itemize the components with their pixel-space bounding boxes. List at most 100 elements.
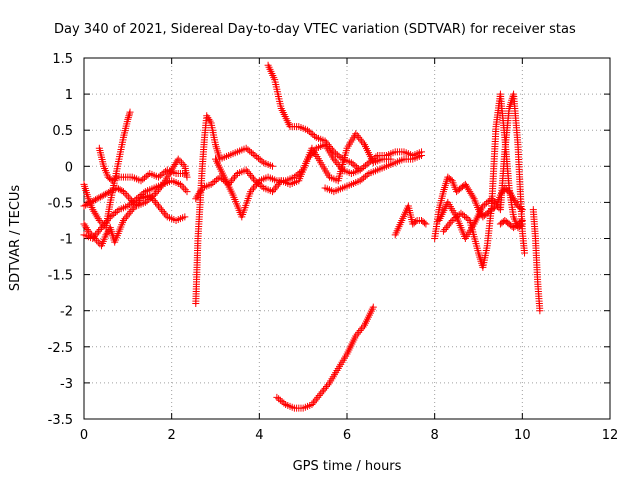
data-point [93, 229, 101, 237]
data-point [324, 141, 332, 149]
data-point [152, 189, 160, 197]
data-point [274, 180, 282, 188]
data-point [270, 186, 278, 194]
data-point [518, 216, 526, 224]
y-tick-label: -3.5 [48, 413, 73, 428]
data-point [121, 189, 129, 197]
data-point [307, 129, 315, 137]
y-axis: -3.5 -3 -2.5 -2 -1.5 -1 -0.5 0 0.5 1 1.5 [48, 52, 610, 428]
data-point [121, 215, 129, 223]
series-track-k [273, 303, 377, 412]
data-point [356, 327, 364, 335]
data-point [131, 196, 139, 204]
data-point [353, 163, 361, 171]
data-point [355, 133, 363, 141]
x-tick-label: 0 [80, 428, 88, 443]
data-point [179, 160, 187, 168]
data-point [92, 211, 100, 219]
data-point [499, 188, 507, 196]
data-point [314, 393, 322, 401]
data-point [82, 224, 90, 232]
data-point [178, 182, 186, 190]
data-point [244, 168, 252, 176]
data-point [212, 176, 220, 184]
data-point [138, 190, 146, 198]
data-point [95, 194, 103, 202]
data-point [94, 215, 102, 223]
data-point [101, 190, 109, 198]
data-point [139, 175, 147, 183]
data-point [372, 153, 380, 161]
data-point [445, 220, 453, 228]
grid [84, 58, 610, 419]
data-point [246, 147, 254, 155]
data-point [93, 195, 101, 203]
data-point [183, 173, 191, 181]
data-point [119, 216, 127, 224]
y-axis-label: SDTVAR / TECUs [8, 185, 23, 292]
data-point [484, 198, 492, 206]
data-point [347, 159, 355, 167]
data-point [124, 115, 132, 123]
data-point [180, 184, 188, 192]
data-point [244, 146, 252, 154]
series-track-o [435, 90, 529, 257]
data-point [127, 199, 135, 207]
data-point [155, 173, 163, 181]
data-point [328, 146, 336, 154]
data-point [242, 166, 250, 174]
data-point [492, 200, 500, 208]
series-track-l [391, 202, 430, 239]
data-point [330, 148, 338, 156]
data-point [92, 196, 100, 204]
data-point [195, 189, 203, 197]
data-point [464, 215, 472, 223]
data-point [297, 167, 305, 175]
series-track-p [529, 206, 544, 315]
data-point [273, 393, 281, 401]
data-point [181, 213, 189, 221]
data-point [358, 137, 366, 145]
data-point [468, 191, 476, 199]
data-point [327, 144, 335, 152]
data-point [439, 227, 447, 235]
data-point [158, 170, 166, 178]
data-point [464, 184, 472, 192]
data-point [467, 189, 475, 197]
data-point [125, 112, 133, 120]
data-point [96, 193, 104, 201]
y-tick-label: 1 [65, 88, 73, 103]
data-point [318, 388, 326, 396]
data-point [448, 216, 456, 224]
data-point [335, 152, 343, 160]
x-tick-label: 12 [602, 428, 619, 443]
data-point [178, 159, 186, 167]
data-point [160, 169, 168, 177]
data-point [276, 396, 284, 404]
data-point [466, 188, 474, 196]
data-point [489, 197, 497, 205]
data-point [204, 114, 212, 122]
data-point [320, 386, 328, 394]
data-point [311, 397, 319, 405]
data-point [331, 157, 339, 165]
data-point [418, 151, 426, 159]
data-point [134, 193, 142, 201]
data-point [317, 390, 325, 398]
data-point [309, 399, 317, 407]
data-point [181, 186, 189, 194]
x-axis: 0 2 4 6 8 10 12 [80, 58, 618, 443]
data-point [232, 171, 240, 179]
data-point [206, 117, 214, 125]
data-point [351, 162, 359, 170]
data-point [324, 381, 332, 389]
data-point [359, 323, 367, 331]
data-point [124, 211, 132, 219]
data-point [122, 213, 130, 221]
data-point [247, 188, 255, 196]
data-point [127, 207, 135, 215]
data-point [323, 383, 331, 391]
data-point [254, 179, 262, 187]
series-track-e [95, 144, 189, 185]
